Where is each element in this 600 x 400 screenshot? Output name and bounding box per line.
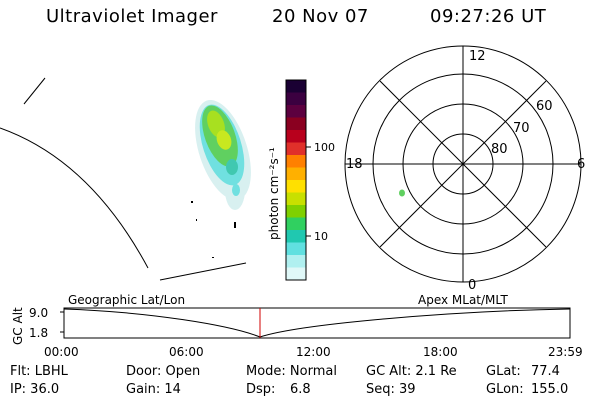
limb-segment xyxy=(23,77,46,105)
altitude-curve xyxy=(63,308,571,338)
y-axis-label: GC Alt xyxy=(11,307,25,345)
colorbar-band xyxy=(286,117,306,131)
instrument-title: Ultraviolet Imager xyxy=(46,6,218,27)
colorbar xyxy=(286,80,306,281)
dsp-label: Dsp: xyxy=(246,382,276,397)
lat-label-60: 60 xyxy=(536,99,553,114)
lat-label-70: 70 xyxy=(513,121,530,136)
x-tick-1200: 12:00 xyxy=(296,345,331,359)
colorbar-frame xyxy=(285,79,307,281)
colorbar-unit-label: photon cm⁻²s⁻¹ xyxy=(267,147,281,240)
gain-label: Gain: 14 xyxy=(126,382,181,397)
dsp-value: 6.8 xyxy=(290,382,311,397)
door-label: Door: Open xyxy=(126,364,201,379)
glat-value: 77.4 xyxy=(531,364,560,379)
lat-label-80: 80 xyxy=(491,142,508,157)
colorbar-band xyxy=(286,242,306,256)
noise-dot xyxy=(212,257,214,258)
glat-label: GLat: xyxy=(486,364,521,379)
earth-limb-arc xyxy=(0,127,149,269)
ip-label: IP: 36.0 xyxy=(10,382,60,397)
x-tick-1800: 18:00 xyxy=(423,345,458,359)
x-tick-2359: 23:59 xyxy=(548,345,583,359)
polar-diagonal xyxy=(379,80,547,248)
colorbar-tick-10: 10 xyxy=(314,230,328,243)
strip-right-title: Apex MLat/MLT xyxy=(418,293,508,307)
glon-label: GLon: xyxy=(486,382,524,397)
date-label: 20 Nov 07 xyxy=(272,6,369,27)
colorbar-band xyxy=(286,180,306,193)
x-tick-0000: 00:00 xyxy=(44,345,79,359)
noise-dot xyxy=(196,219,197,221)
colorbar-band xyxy=(286,130,306,143)
x-tick-0600: 06:00 xyxy=(169,345,204,359)
colorbar-band xyxy=(286,92,306,106)
colorbar-band xyxy=(286,142,306,156)
altitude-strip-frame xyxy=(63,307,571,339)
colorbar-band xyxy=(286,155,306,168)
colorbar-band xyxy=(286,105,306,118)
time-label: 09:27:26 UT xyxy=(430,6,547,27)
aurora-emission xyxy=(195,99,251,210)
horizon-line xyxy=(159,262,247,281)
noise-dot xyxy=(234,222,236,228)
colorbar-band xyxy=(286,217,306,231)
strip-left-title: Geographic Lat/Lon xyxy=(68,293,185,307)
gc-alt-label: GC Alt: 2.1 Re xyxy=(366,364,457,379)
mlt-label-12: 12 xyxy=(469,49,486,64)
y-top-label: 9.0 xyxy=(29,306,48,320)
colorbar-band xyxy=(286,230,306,243)
colorbar-band xyxy=(286,267,306,281)
mode-label: Mode: Normal xyxy=(246,364,337,379)
seq-label: Seq: 39 xyxy=(366,382,416,397)
mlt-label-0: 0 xyxy=(468,278,476,293)
polar-emission-spot xyxy=(399,189,405,197)
filter-label: Flt: LBHL xyxy=(10,364,68,379)
glon-value: 155.0 xyxy=(531,382,569,397)
colorbar-band xyxy=(286,167,306,181)
colorbar-band xyxy=(286,192,306,206)
mlt-label-18: 18 xyxy=(346,157,363,172)
y-bottom-label: 1.8 xyxy=(29,326,48,340)
polar-plot xyxy=(344,45,582,283)
mlt-label-6: 6 xyxy=(577,157,585,172)
colorbar-band xyxy=(286,205,306,218)
colorbar-band xyxy=(286,255,306,268)
noise-dot xyxy=(191,201,193,203)
colorbar-tick-100: 100 xyxy=(314,141,335,154)
colorbar-band xyxy=(286,80,306,93)
